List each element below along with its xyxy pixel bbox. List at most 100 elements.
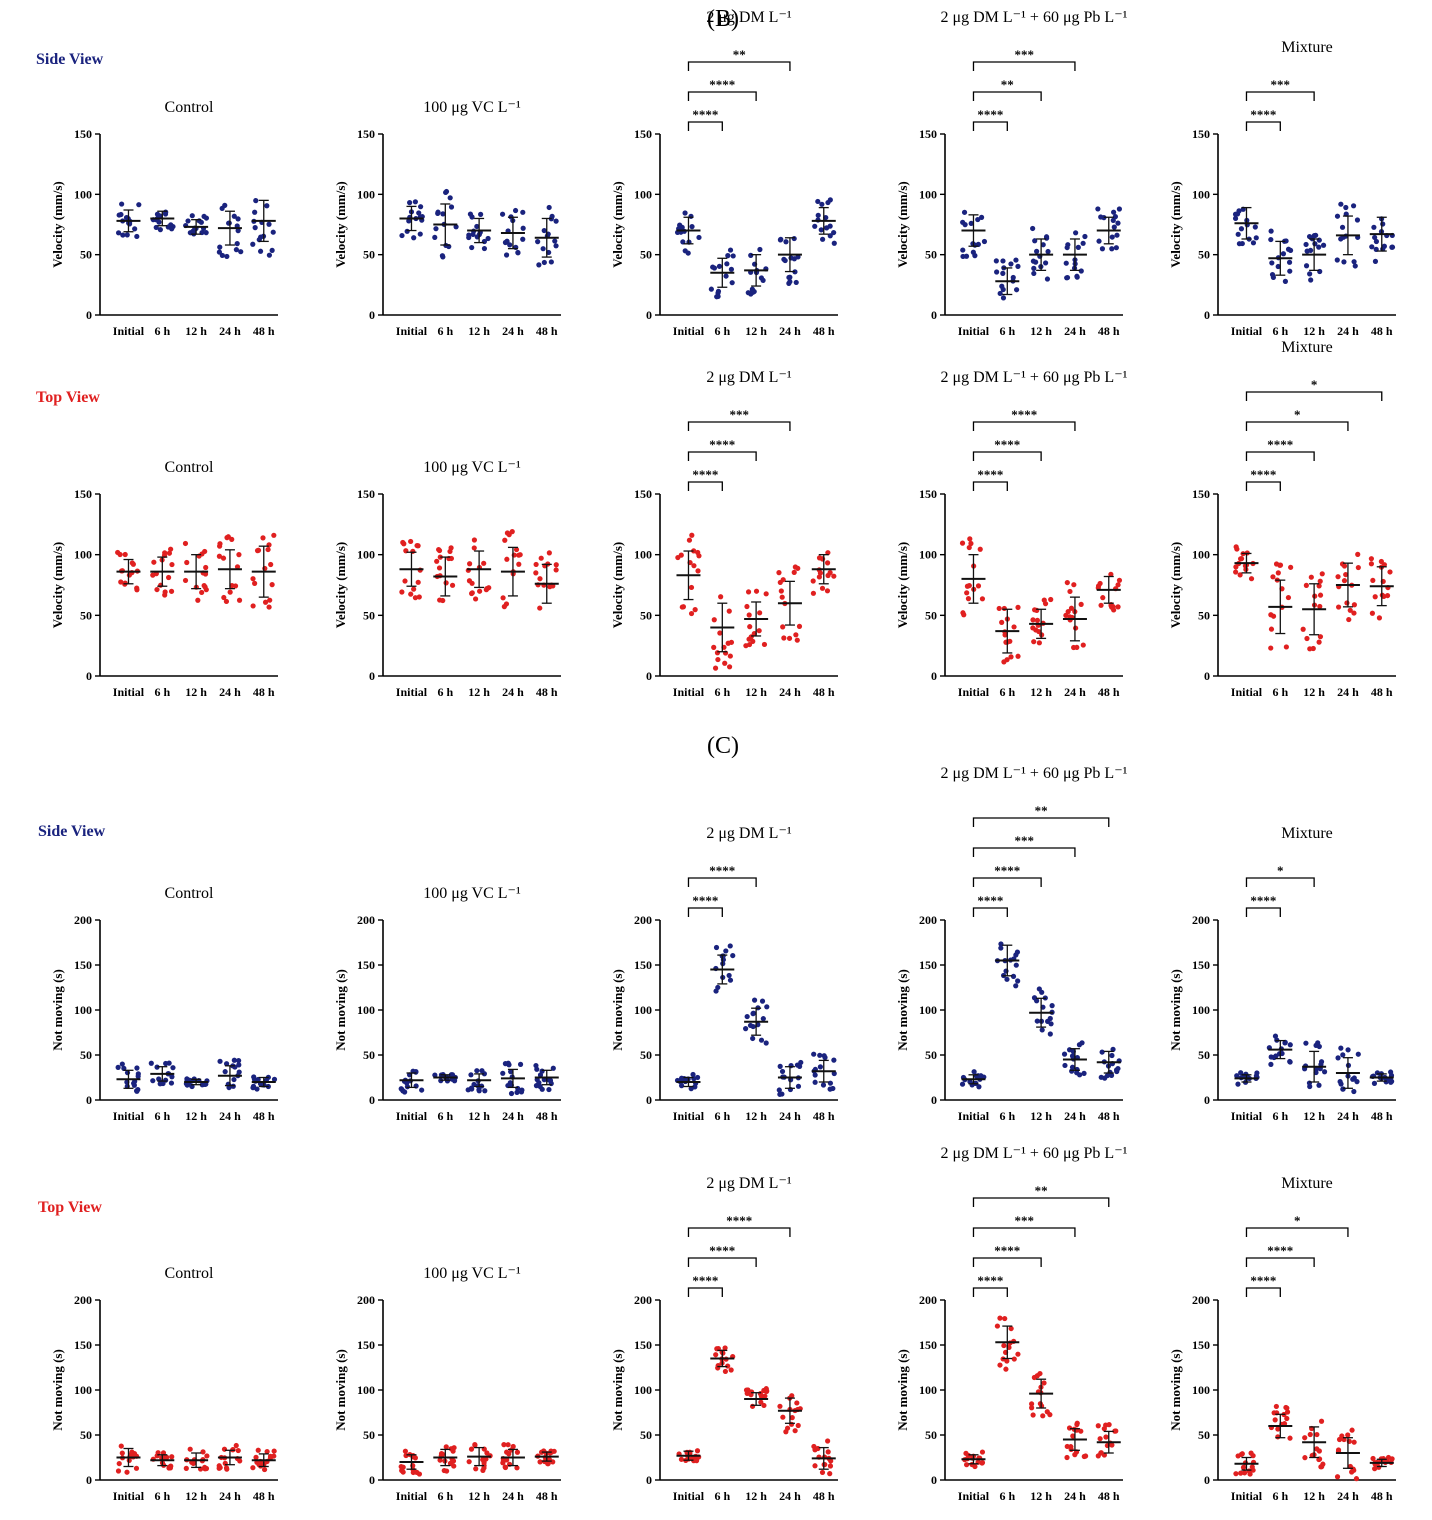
data-point [1034, 248, 1040, 254]
data-point [993, 258, 999, 264]
data-point [1238, 226, 1245, 232]
y-tick-label: 100 [357, 548, 375, 562]
chart-title: Mixture [1281, 1175, 1333, 1192]
data-point [1062, 1062, 1068, 1069]
data-point [408, 538, 414, 545]
data-point [1388, 1079, 1394, 1085]
y-tick-label: 100 [74, 187, 92, 201]
data-point [469, 590, 475, 596]
significance-bracket [972, 817, 1110, 827]
data-point [758, 1037, 765, 1043]
data-point [1109, 1052, 1115, 1059]
data-point [1272, 1417, 1278, 1423]
data-point [757, 246, 763, 253]
data-point [791, 256, 797, 262]
data-point [791, 235, 797, 242]
data-point [730, 952, 736, 959]
data-point [223, 598, 230, 605]
y-tick-label: 0 [931, 669, 937, 683]
data-point [680, 604, 687, 610]
data-point [817, 570, 824, 576]
data-point [694, 1448, 701, 1454]
data-point [541, 259, 547, 266]
data-point [1235, 1081, 1241, 1087]
data-group [398, 1068, 425, 1095]
data-group [150, 546, 175, 598]
data-point [541, 1448, 547, 1454]
x-tick-label: 6 h [714, 685, 730, 699]
data-point [1073, 230, 1079, 236]
data-point [1275, 570, 1281, 576]
data-point [723, 273, 729, 279]
data-point [1238, 1470, 1244, 1476]
scatter-plot-5: Mixture 0 50 100 150 Velocity (mm/s) Initial 6 … [1168, 39, 1396, 338]
scatter-plot-2: 100 μg VC L⁻¹ 0 50 100 150 Velocity (mm/s) Ini… [333, 99, 561, 338]
data-point [1097, 580, 1103, 587]
data-group [115, 549, 141, 593]
data-point [1352, 263, 1358, 269]
data-point [1031, 639, 1037, 645]
data-point [691, 548, 697, 554]
x-tick-label: 24 h [502, 324, 524, 338]
data-point [1306, 1080, 1313, 1086]
data-point [1065, 609, 1071, 615]
data-point [115, 549, 121, 556]
data-group [1062, 579, 1087, 651]
y-axis-label: Velocity (mm/s) [50, 542, 65, 629]
data-point [546, 204, 552, 211]
x-tick-label: 24 h [779, 685, 801, 699]
significance-label: *** [729, 407, 749, 422]
y-axis-label: Not moving (s) [895, 969, 910, 1051]
data-point [1078, 268, 1084, 274]
data-point [812, 1079, 818, 1085]
data-point [727, 247, 734, 253]
data-point [748, 252, 754, 258]
data-point [440, 211, 446, 217]
data-group [216, 1442, 243, 1472]
data-point [1001, 659, 1007, 665]
data-point [1273, 1403, 1279, 1410]
x-tick-label: 12 h [1303, 324, 1325, 338]
data-group [183, 1446, 210, 1472]
data-point [756, 628, 762, 634]
scatter-plot-1: Control 0 50 100 150 Velocity (mm/s) Initial 6 … [50, 99, 278, 338]
data-point [998, 945, 1004, 951]
x-tick-label: 48 h [536, 685, 558, 699]
data-point [448, 1446, 454, 1452]
y-tick-label: 150 [1192, 487, 1210, 501]
chart-title: 2 μg DM L⁻¹ [706, 825, 792, 842]
data-point [471, 545, 477, 551]
data-point [1268, 1061, 1274, 1067]
scatter-plot-3: 2 μg DM L⁻¹ 0 50 100 150 Velocity (mm/s) Initi… [610, 9, 838, 338]
data-point [203, 230, 209, 236]
data-point [1003, 1366, 1009, 1372]
chart-title: Mixture [1281, 825, 1333, 842]
data-group [776, 564, 803, 643]
data-point [216, 553, 223, 559]
data-point [250, 576, 256, 582]
data-point [1370, 1455, 1376, 1462]
significance-label: **** [726, 1213, 752, 1228]
x-tick-label: 48 h [813, 685, 835, 699]
x-tick-label: 12 h [468, 1109, 490, 1123]
significance-bracket [972, 481, 1008, 491]
data-point [235, 228, 241, 234]
data-point [827, 1463, 834, 1469]
data-point [480, 1457, 486, 1463]
data-point [994, 269, 1000, 275]
data-point [723, 948, 729, 954]
data-group [500, 1060, 525, 1097]
data-point [1237, 556, 1244, 562]
data-point [203, 564, 209, 571]
data-point [1378, 558, 1384, 565]
data-point [539, 1068, 545, 1074]
data-point [1008, 1325, 1014, 1332]
data-group [115, 201, 142, 240]
data-point [404, 228, 410, 234]
significance-label: *** [1014, 1213, 1033, 1228]
data-point [1354, 1079, 1360, 1085]
data-point [1388, 1069, 1394, 1075]
data-point [1303, 263, 1310, 269]
data-point [1344, 600, 1350, 606]
data-point [507, 242, 513, 248]
